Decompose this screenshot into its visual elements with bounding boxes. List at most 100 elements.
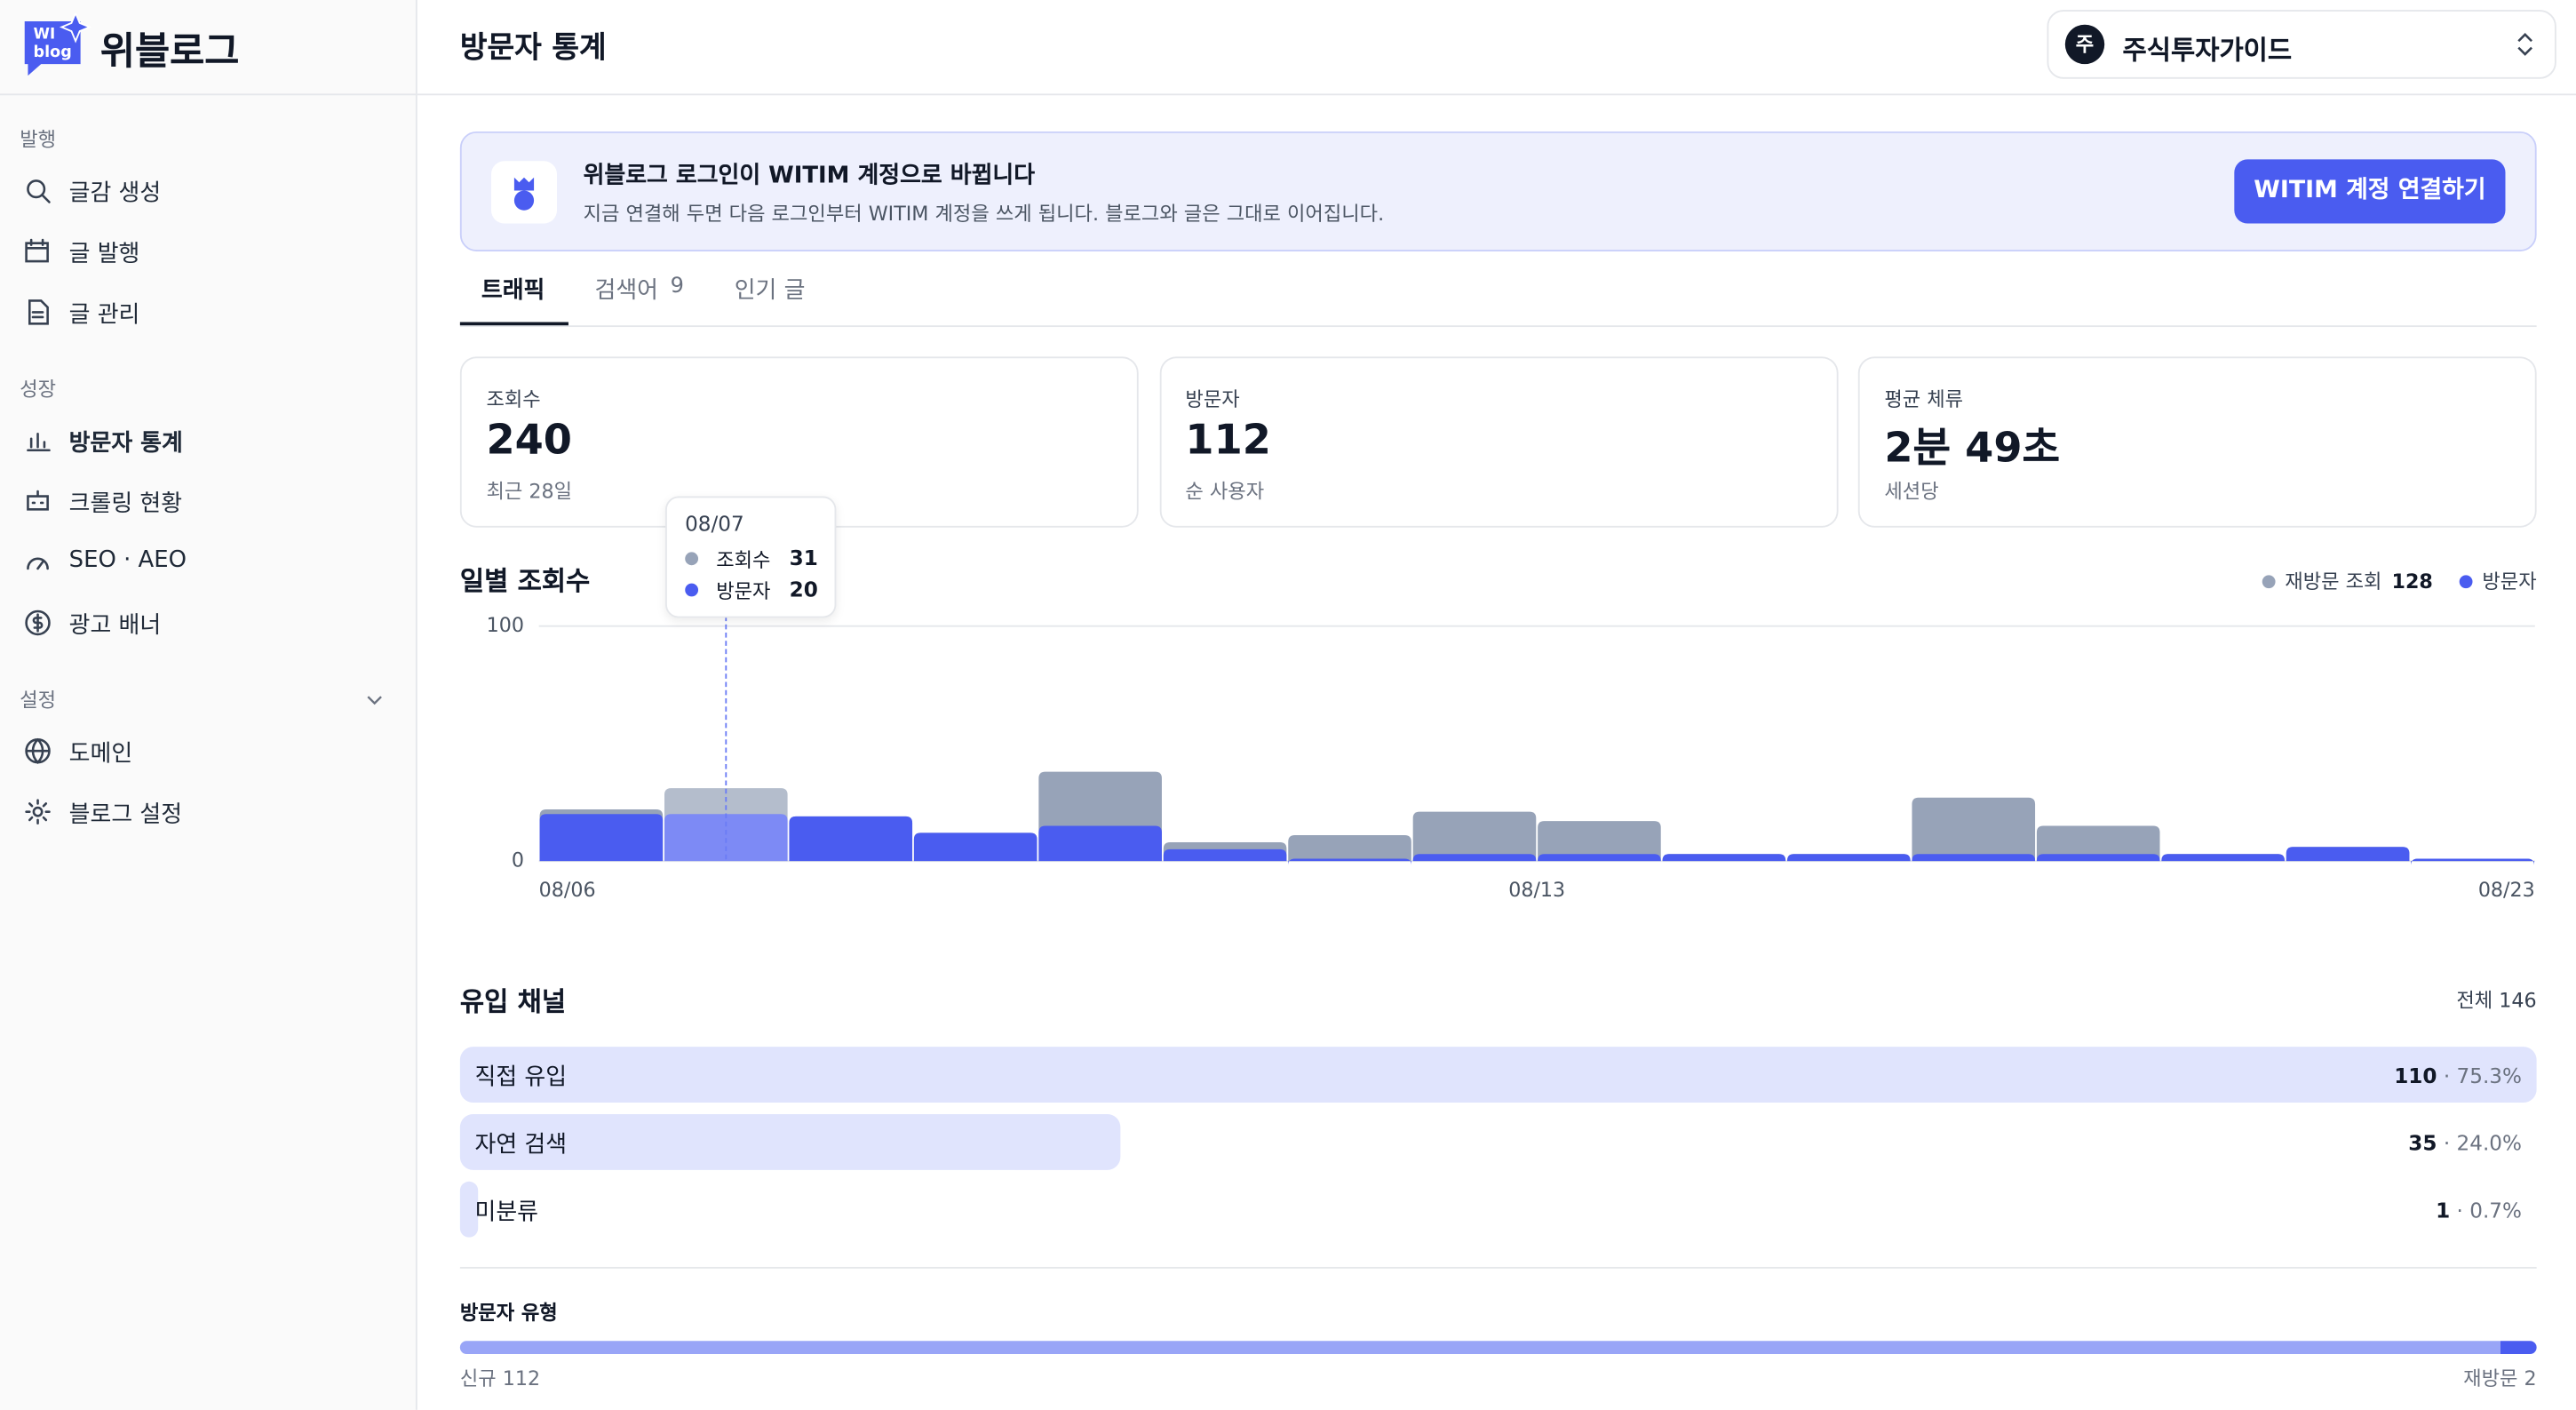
nav-item[interactable]: 방문자 통계 [68,430,183,458]
bar [1288,858,1411,865]
divider [0,93,416,96]
icon [27,179,51,203]
bar [2161,854,2285,862]
tab-count: 9 [670,274,684,299]
tooltip-name: 조회수 [716,548,771,572]
bar [2036,854,2160,862]
nav-item[interactable]: 광고 배너 [68,612,162,640]
nav-item[interactable]: 크롤링 현황 [68,491,183,518]
stat-card: 방문자 112 순 사용자 [1158,356,1838,528]
stat-value: 112 [1185,415,1271,464]
stat-card: 평균 체류 2분 49초 세션당 [1857,356,2537,528]
tab[interactable]: 트래픽 [481,277,545,305]
logo: WI blog [24,12,92,76]
legend-label: 방문자 [2482,570,2537,593]
label: 재방문 [2463,1366,2518,1390]
count: 112 [502,1366,541,1390]
bar [1412,854,1537,862]
nav-icon [25,799,51,824]
blog-name: 주식투자가이드 [2122,34,2293,66]
nav-item[interactable]: 블로그 설정 [68,801,183,829]
count: 2 [2524,1366,2537,1390]
stat-card: 조회수 240 최근 28일 [459,356,1139,528]
banner-title: 위블로그 로그인이 WITIM 계정으로 바뀝니다 [583,163,1036,189]
bar [664,814,788,862]
logo-text: blog [34,44,72,61]
tooltip: 08/07 조회수 31 방문자 20 [664,496,837,618]
y-tick-label: 0 [512,849,524,872]
chart-title: 일별 조회수 [459,565,591,597]
nav-item[interactable]: SEO · AEO [68,546,187,574]
nav-item[interactable]: 도메인 [68,741,133,768]
icon [25,609,51,636]
stat-sub: 최근 28일 [486,480,573,503]
tooltip-value: 31 [789,546,818,570]
channel-bar [459,1047,2537,1103]
bar [539,814,664,862]
icon [27,557,49,570]
stat-value: 240 [486,415,572,464]
channel-value: 1 · 0.7% [2436,1198,2522,1223]
channel-percent: 0.7% [2469,1198,2522,1223]
nav-icon [28,299,49,325]
channel-bar [459,1181,480,1238]
icon [25,238,49,263]
bar [1412,811,1537,862]
label: 신규 [459,1366,497,1390]
bar [1662,854,1786,862]
divider [459,1266,2537,1269]
stat-label: 평균 체류 [1884,387,1964,411]
bar [1538,821,1661,862]
stat-value: 2분 49초 [1884,424,2061,472]
nav-item[interactable]: 글 발행 [68,241,140,268]
stat-label: 방문자 [1185,387,1240,411]
new-label: 신규 112 [460,1364,540,1391]
channel-value: 110 · 75.3% [2394,1063,2522,1088]
tooltip-dot [685,552,698,566]
channel-total: 전체 146 [2456,986,2536,1014]
stat-label: 조회수 [486,387,541,411]
icon [28,299,49,325]
channel-name: 미분류 [474,1199,538,1226]
blog-selector[interactable]: 주 주식투자가이드 [2047,10,2556,79]
tooltip-title: 08/07 [685,511,744,536]
nav-item[interactable]: 글 관리 [68,302,140,329]
section-label: 성장 [20,378,57,402]
bar [1912,854,2036,862]
channel-name: 직접 유입 [474,1064,568,1092]
chevron [367,696,382,705]
divider [459,325,2537,328]
channel-percent: 75.3% [2456,1063,2522,1088]
tab-underline [459,322,568,326]
x-tick-label: 08/13 [1508,879,1565,902]
section-label: 발행 [20,128,57,152]
connect-button[interactable]: WITIM 계정 연결하기 [2234,159,2506,224]
tab[interactable]: 검색어 [594,277,658,305]
channel-bar [459,1113,1121,1170]
collapse-icon [367,696,382,705]
legend-value: 128 [2391,569,2433,593]
banner: 위블로그 로그인이 WITIM 계정으로 바뀝니다 지금 연결해 두면 다음 로… [459,131,2537,251]
channel-count: 35 [2408,1130,2437,1156]
bar [1038,825,1162,862]
nav-icon [25,737,51,765]
legend-label: 재방문 조회 [2285,570,2382,593]
bar [913,832,1038,862]
icon [25,799,51,824]
section-title: 방문자 유형 [459,1301,558,1325]
total-value: 146 [2499,989,2537,1013]
x-tick-label: 08/06 [539,879,596,902]
bar [2036,825,2160,862]
nav-icon [25,609,51,636]
bar [1288,835,1411,862]
brand: 위블로그 [99,31,240,75]
nav-item[interactable]: 글감 생성 [68,180,162,208]
nav-icon [27,490,49,511]
logo-text: WI [34,25,56,42]
tab[interactable]: 인기 글 [734,277,806,305]
banner-text: 지금 연결해 두면 다음 로그인부터 WITIM 계정을 쓰게 됩니다. 블로그… [583,202,1385,226]
bar [2286,847,2410,862]
chart: 0 100 08/06 08/13 08/23 [487,558,2535,902]
bar [2411,858,2534,865]
